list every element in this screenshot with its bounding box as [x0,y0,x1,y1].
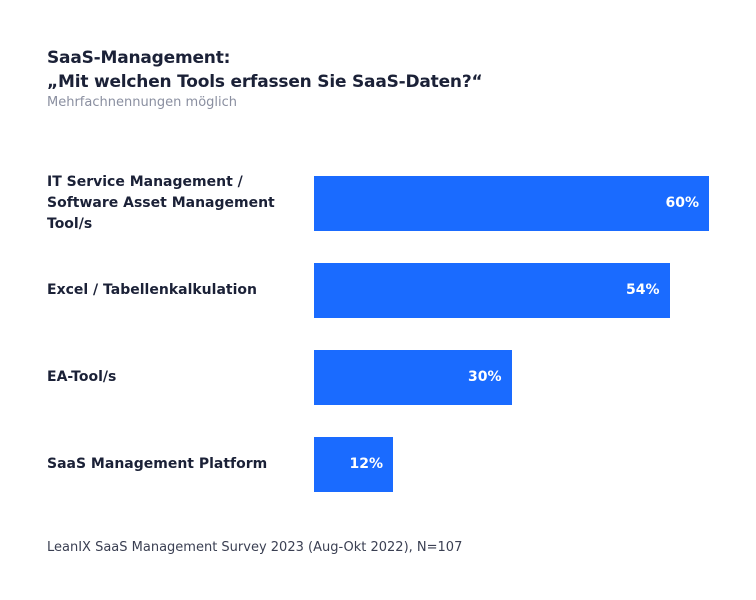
category-label: Excel / Tabellenkalkulation [47,282,257,298]
data-label: 30% [467,369,502,385]
data-label: 54% [625,282,660,298]
data-label: 12% [349,456,383,472]
chart-subtitle: Mehrfachnennungen möglich [47,95,238,110]
bar [314,437,393,492]
chart-title-question: „Mit welchen Tools erfassen Sie SaaS-Dat… [47,72,483,92]
category-label: IT Service Management / Software Asset M… [47,174,275,232]
bar [314,176,709,231]
bar [314,350,512,405]
chart-title: SaaS-Management: [47,48,231,68]
source-note: LeanIX SaaS Management Survey 2023 (Aug-… [47,540,463,555]
category-label: EA-Tool/s [47,369,117,385]
bar [314,263,670,318]
category-label: SaaS Management Platform [47,456,268,472]
data-label: 60% [665,195,699,211]
